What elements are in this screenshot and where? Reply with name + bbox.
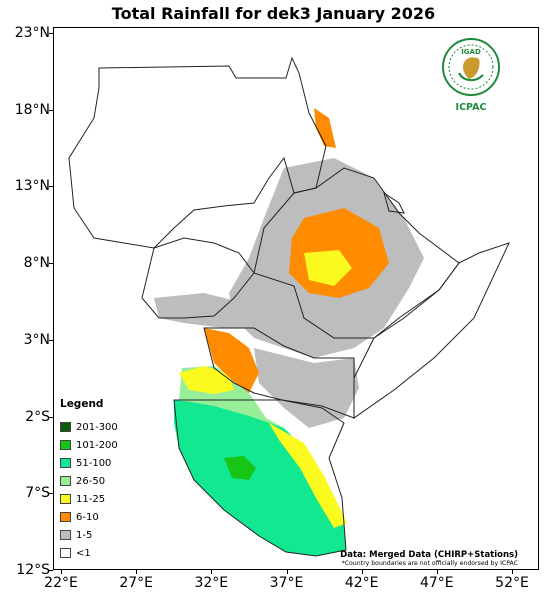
latitude-tick-label: 13°N bbox=[14, 178, 50, 195]
legend-label: 26-50 bbox=[76, 475, 106, 487]
data-source: Data: Merged Data (CHIRP+Stations) bbox=[340, 550, 518, 560]
legend-label: 201-300 bbox=[76, 421, 118, 433]
longitude-tick-label: 27°E bbox=[119, 575, 153, 591]
data-credit: Data: Merged Data (CHIRP+Stations) *Coun… bbox=[340, 550, 518, 567]
icpac-brand-text: ICPAC bbox=[455, 102, 487, 113]
latitude-tick-label: 3°N bbox=[23, 331, 50, 348]
map-canvas bbox=[68, 56, 510, 557]
legend-label: 51-100 bbox=[76, 457, 112, 469]
longitude-tick-label: 37°E bbox=[269, 575, 304, 591]
rain-zone-6-10 bbox=[314, 108, 336, 148]
longitude-tick-label: 32°E bbox=[194, 575, 229, 591]
rain-zone-101-200 bbox=[224, 456, 256, 480]
rain-zone-11-25 bbox=[304, 250, 352, 286]
legend-label: 11-25 bbox=[76, 493, 106, 505]
latitude-tick-mark bbox=[49, 263, 53, 265]
latitude-tick-mark bbox=[49, 416, 53, 418]
latitude-tick-mark bbox=[49, 339, 53, 341]
legend-label: <1 bbox=[76, 547, 91, 559]
longitude-tick-mark bbox=[211, 570, 213, 574]
latitude-tick-label: 12°S bbox=[16, 562, 50, 578]
legend-swatch bbox=[60, 458, 71, 468]
legend-swatch bbox=[60, 476, 71, 486]
latitude-tick-mark bbox=[49, 109, 53, 111]
boundary-disclaimer: *Country boundaries are not officially e… bbox=[341, 560, 518, 567]
legend-item: <1 bbox=[60, 544, 118, 562]
legend-label: 6-10 bbox=[76, 511, 99, 523]
map-legend: Legend 201-300 101-200 51-100 26-50 11-25 6-1… bbox=[60, 398, 118, 562]
legend-item: 1-5 bbox=[60, 526, 118, 544]
rain-zone-51-100 bbox=[174, 400, 346, 556]
legend-label: 1-5 bbox=[76, 529, 93, 541]
longitude-tick-mark bbox=[136, 570, 138, 574]
longitude-tick-mark bbox=[61, 570, 62, 574]
latitude-tick-mark bbox=[49, 493, 53, 495]
igad-emblem-icon: IGAD bbox=[442, 38, 500, 96]
legend-item: 51-100 bbox=[60, 454, 118, 472]
longitude-tick-label: 52°E bbox=[495, 575, 529, 591]
latitude-tick-label: 7°S bbox=[25, 485, 50, 502]
legend-item: 11-25 bbox=[60, 490, 118, 508]
latitude-tick-label: 23°N bbox=[14, 25, 50, 41]
legend-swatch bbox=[60, 530, 71, 540]
latitude-tick-label: 18°N bbox=[14, 101, 50, 118]
rain-zone-11-25 bbox=[179, 366, 347, 528]
rainfall-map[interactable] bbox=[53, 27, 539, 570]
legend-swatch bbox=[60, 422, 71, 432]
longitude-tick-label: 47°E bbox=[419, 575, 454, 591]
legend-item: 101-200 bbox=[60, 436, 118, 454]
legend-items: 201-300 101-200 51-100 26-50 11-25 6-10 1-5 <1 bbox=[60, 418, 118, 562]
longitude-tick-label: 42°E bbox=[344, 575, 379, 591]
longitude-tick-label: 22°E bbox=[44, 575, 78, 591]
longitude-tick-mark bbox=[286, 570, 288, 574]
country-boundaries bbox=[68, 56, 510, 557]
legend-title: Legend bbox=[60, 398, 104, 410]
latitude-tick-mark bbox=[49, 186, 53, 188]
rain-zone-1-5 bbox=[254, 348, 359, 428]
legend-item: 6-10 bbox=[60, 508, 118, 526]
legend-item: 201-300 bbox=[60, 418, 118, 436]
latitude-tick-label: 8°N bbox=[23, 255, 50, 272]
igad-badge-text: IGAD bbox=[461, 48, 481, 56]
legend-swatch bbox=[60, 494, 71, 504]
legend-label: 101-200 bbox=[76, 439, 118, 451]
rain-zone-6-10 bbox=[204, 328, 259, 393]
map-title: Total Rainfall for dek3 January 2026 bbox=[111, 4, 436, 23]
longitude-tick-mark bbox=[436, 570, 438, 574]
legend-swatch bbox=[60, 512, 71, 522]
latitude-tick-label: 2°S bbox=[25, 408, 50, 425]
legend-item: 26-50 bbox=[60, 472, 118, 490]
legend-swatch bbox=[60, 440, 71, 450]
longitude-tick-mark bbox=[512, 570, 513, 574]
rain-zone-1-5 bbox=[154, 293, 254, 328]
legend-swatch bbox=[60, 548, 71, 558]
icpac-logo: IGAD ICPAC bbox=[440, 37, 502, 113]
latitude-tick-mark bbox=[49, 33, 53, 34]
longitude-tick-mark bbox=[361, 570, 363, 574]
latitude-tick-mark bbox=[49, 570, 53, 571]
